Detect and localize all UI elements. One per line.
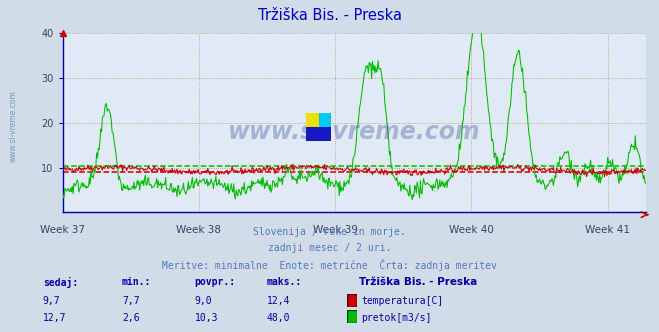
Text: Tržiška Bis. - Preska: Tržiška Bis. - Preska: [258, 8, 401, 23]
Text: www.si-vreme.com: www.si-vreme.com: [228, 120, 480, 144]
Text: Week 40: Week 40: [449, 225, 494, 235]
Text: 2,6: 2,6: [122, 313, 140, 323]
Text: Week 38: Week 38: [177, 225, 221, 235]
Bar: [319, 113, 331, 127]
Text: maks.:: maks.:: [267, 277, 302, 287]
Text: 12,7: 12,7: [43, 313, 67, 323]
Text: Week 41: Week 41: [585, 225, 630, 235]
Text: Week 39: Week 39: [312, 225, 358, 235]
Text: Week 37: Week 37: [40, 225, 85, 235]
Text: min.:: min.:: [122, 277, 152, 287]
Text: 10,3: 10,3: [194, 313, 218, 323]
Text: www.si-vreme.com: www.si-vreme.com: [9, 90, 18, 162]
Text: Meritve: minimalne  Enote: metrične  Črta: zadnja meritev: Meritve: minimalne Enote: metrične Črta:…: [162, 259, 497, 271]
Text: povpr.:: povpr.:: [194, 277, 235, 287]
Text: 9,7: 9,7: [43, 296, 61, 306]
Text: sedaj:: sedaj:: [43, 277, 78, 288]
Text: Tržiška Bis. - Preska: Tržiška Bis. - Preska: [359, 277, 477, 287]
Text: temperatura[C]: temperatura[C]: [361, 296, 444, 306]
Text: 48,0: 48,0: [267, 313, 291, 323]
Text: Slovenija / reke in morje.: Slovenija / reke in morje.: [253, 227, 406, 237]
Bar: [306, 127, 319, 141]
Bar: [319, 127, 331, 141]
Bar: [306, 113, 319, 127]
Text: 12,4: 12,4: [267, 296, 291, 306]
Text: 9,0: 9,0: [194, 296, 212, 306]
Text: 7,7: 7,7: [122, 296, 140, 306]
Text: pretok[m3/s]: pretok[m3/s]: [361, 313, 432, 323]
Text: zadnji mesec / 2 uri.: zadnji mesec / 2 uri.: [268, 243, 391, 253]
